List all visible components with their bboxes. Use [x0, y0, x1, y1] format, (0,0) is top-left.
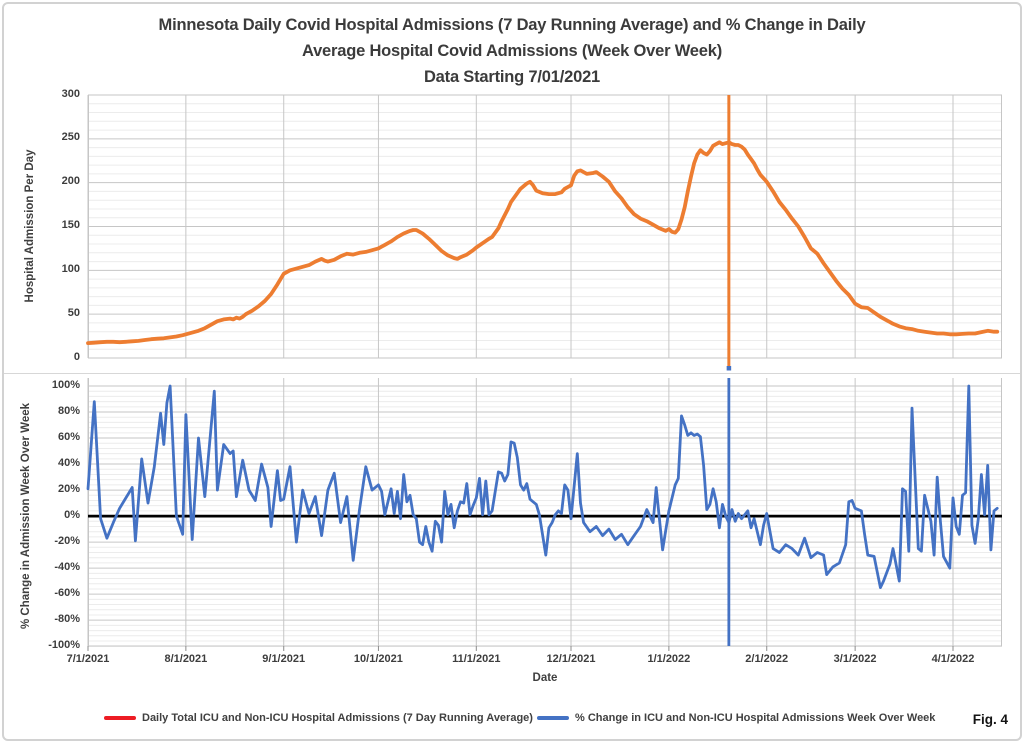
bottom-y-tick-label: 100% [51, 378, 80, 391]
bottom-chart-plot [86, 378, 1002, 651]
bottom-y-tick-label: -100% [48, 638, 80, 651]
x-tick-label: 3/1/2022 [833, 653, 877, 665]
figure-number-label: Fig. 4 [972, 712, 1008, 727]
top-y-tick-label: 50 [67, 306, 80, 319]
top-y-tick-label: 200 [61, 175, 80, 188]
admissions-legend-swatch-icon [104, 715, 136, 721]
legend-item-pct-change: % Change in ICU and Non-ICU Hospital Adm… [537, 712, 935, 724]
x-tick-label: 4/1/2022 [931, 653, 975, 665]
pct-change-line [86, 384, 999, 589]
legend-item-admissions: Daily Total ICU and Non-ICU Hospital Adm… [104, 712, 533, 724]
bottom-y-tick-label: -20% [54, 534, 80, 547]
bottom-y-tick-label: -60% [54, 586, 80, 599]
top-y-tick-label: 300 [61, 87, 80, 100]
top-y-tick-label: 150 [61, 219, 80, 231]
admissions-line [86, 140, 1000, 345]
bottom-y-tick-label: 0% [64, 508, 80, 521]
x-axis-title: Date [532, 672, 558, 684]
figure-title-line-2: Average Hospital Covid Admissions (Week … [301, 42, 723, 60]
legend-label-pct-change: % Change in ICU and Non-ICU Hospital Adm… [575, 712, 936, 724]
bottom-y-tick-label: -80% [54, 612, 80, 625]
top-y-tick-label: 250 [61, 131, 80, 144]
x-tick-label: 11/1/2021 [452, 653, 501, 665]
bottom-y-tick-label: 60% [57, 430, 80, 443]
marker-base-dot [726, 366, 732, 371]
x-tick-label: 7/1/2021 [66, 653, 110, 665]
top-chart-plot [86, 94, 1002, 371]
x-tick-label: 9/1/2021 [262, 653, 306, 665]
figure-title-line-3: Data Starting 7/01/2021 [423, 68, 601, 86]
chart-divider-line [4, 373, 1020, 374]
figure-title: Minnesota Daily Covid Hospital Admission… [0, 12, 1024, 90]
x-tick-label: 8/1/2021 [164, 653, 208, 665]
x-tick-label: 12/1/2021 [546, 653, 596, 665]
bottom-y-tick-label: 20% [57, 482, 80, 495]
bottom-y-tick-label: -40% [54, 560, 80, 573]
bottom-y-tick-label: 80% [57, 404, 80, 417]
pct-change-legend-swatch-icon [537, 715, 569, 721]
figure-title-line-1: Minnesota Daily Covid Hospital Admission… [158, 16, 866, 34]
x-tick-label: 1/1/2022 [647, 653, 691, 665]
top-y-tick-label: 100 [61, 262, 80, 275]
legend-label-admissions: Daily Total ICU and Non-ICU Hospital Adm… [142, 712, 533, 724]
top-y-tick-label: 0 [73, 350, 80, 363]
x-tick-label: 2/1/2022 [745, 653, 789, 665]
bottom-y-tick-label: 40% [57, 456, 80, 469]
x-tick-label: 10/1/2021 [353, 653, 403, 665]
top-chart-y-axis-title: Hospital Admission Per Day [24, 149, 36, 303]
